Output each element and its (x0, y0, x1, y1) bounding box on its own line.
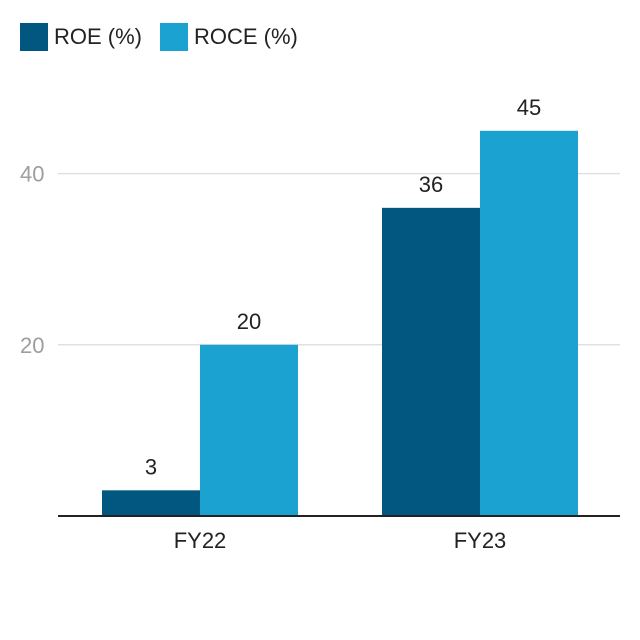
data-labels: 3 20 36 45 (145, 95, 541, 480)
data-label: 36 (419, 172, 443, 197)
y-tick-label: 40 (20, 162, 44, 187)
data-label: 20 (237, 309, 261, 334)
legend-swatch (20, 23, 48, 51)
bar (480, 130, 578, 517)
data-label: 45 (517, 95, 541, 120)
bars (102, 130, 578, 517)
legend-label: ROCE (%) (194, 24, 298, 49)
x-tick-label: FY22 (174, 528, 227, 553)
bar (382, 207, 480, 516)
x-axis: FY22 FY23 (58, 515, 620, 553)
x-tick-label: FY23 (454, 528, 507, 553)
legend-label: ROE (%) (54, 24, 142, 49)
bar (102, 490, 200, 516)
bar (200, 344, 298, 516)
legend-swatch (160, 23, 188, 51)
legend: ROE (%) ROCE (%) (20, 23, 298, 51)
y-tick-label: 20 (20, 333, 44, 358)
data-label: 3 (145, 454, 157, 479)
